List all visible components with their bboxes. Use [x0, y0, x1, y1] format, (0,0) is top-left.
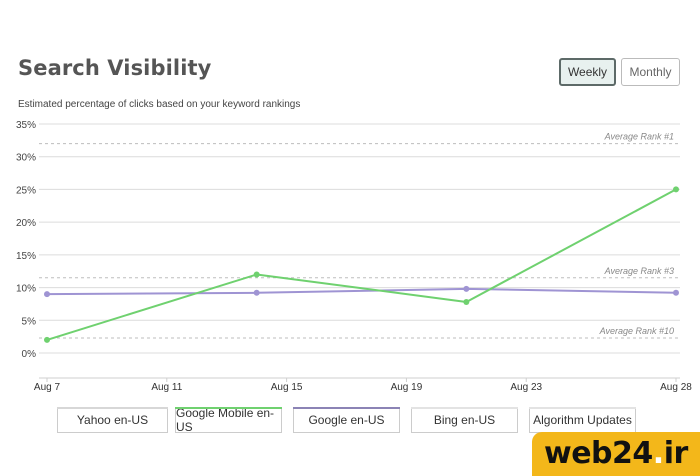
- watermark-dot: .: [652, 436, 664, 471]
- data-point: [253, 271, 260, 278]
- reference-line-label: Average Rank #1: [604, 132, 674, 142]
- y-tick-label: 5%: [22, 316, 37, 327]
- legend-bing-en-us[interactable]: Bing en-US: [411, 407, 518, 433]
- reference-line-label: Average Rank #3: [604, 266, 674, 276]
- series-line: [46, 287, 677, 296]
- y-axis-ticks: 35% 30% 25% 20% 15% 10% 5% 0%: [16, 120, 36, 360]
- data-point: [463, 285, 470, 292]
- series-lines: [46, 188, 677, 341]
- legend-algorithm-updates[interactable]: Algorithm Updates: [529, 407, 636, 433]
- y-tick-label: 30%: [16, 153, 36, 164]
- series-points: [44, 186, 679, 343]
- x-tick-label: Aug 15: [271, 382, 303, 393]
- y-tick-label: 10%: [16, 284, 36, 295]
- legend-swatch: [57, 407, 168, 409]
- legend-yahoo-en-us[interactable]: Yahoo en-US: [57, 407, 168, 433]
- x-tick-label: Aug 23: [510, 382, 542, 393]
- page-title: Search Visibility: [18, 56, 212, 80]
- legend-swatch: [529, 407, 636, 409]
- monthly-toggle-button[interactable]: Monthly: [621, 58, 680, 86]
- data-point: [673, 289, 679, 296]
- x-tick-label: Aug 7: [34, 382, 61, 393]
- legend-label: Google en-US: [308, 413, 385, 427]
- legend-swatch: [175, 407, 282, 409]
- chart-subtitle: Estimated percentage of clicks based on …: [18, 99, 301, 110]
- series-line: [46, 188, 677, 341]
- legend-google-en-us[interactable]: Google en-US: [293, 407, 400, 433]
- y-tick-label: 35%: [16, 120, 36, 131]
- search-visibility-chart: Average Rank #1 Average Rank #3 Average Ra…: [16, 120, 692, 393]
- x-tick-label: Aug 28: [660, 382, 692, 393]
- reference-lines: Average Rank #1 Average Rank #3 Average Ra…: [39, 132, 680, 339]
- y-tick-label: 25%: [16, 185, 36, 196]
- x-axis-ticks: Aug 7 Aug 11 Aug 15 Aug 19 Aug 23 Aug 28: [34, 378, 692, 393]
- weekly-toggle-button[interactable]: Weekly: [559, 58, 616, 86]
- reference-line-label: Average Rank #10: [599, 326, 674, 336]
- data-point: [44, 336, 50, 343]
- legend-label: Algorithm Updates: [533, 413, 632, 427]
- y-tick-label: 15%: [16, 251, 36, 262]
- data-point: [673, 186, 679, 193]
- legend-label: Yahoo en-US: [76, 413, 149, 427]
- data-point: [253, 289, 260, 296]
- y-tick-label: 20%: [16, 218, 36, 229]
- legend-label: Bing en-US: [433, 413, 496, 427]
- grid-lines: [39, 123, 680, 379]
- legend-google-mobile-en-us[interactable]: Google Mobile en-US: [175, 406, 282, 434]
- watermark-tld: ir: [663, 436, 689, 471]
- y-tick-label: 0%: [22, 349, 37, 360]
- x-tick-label: Aug 11: [151, 382, 182, 393]
- watermark-text: web24: [544, 436, 653, 471]
- x-tick-label: Aug 19: [391, 382, 423, 393]
- legend-swatch: [293, 407, 400, 409]
- data-point: [463, 298, 470, 305]
- web24-watermark-logo: web24.ir: [532, 432, 700, 476]
- legend-label: Google Mobile en-US: [176, 406, 275, 434]
- data-point: [44, 291, 50, 298]
- legend-swatch: [411, 407, 518, 409]
